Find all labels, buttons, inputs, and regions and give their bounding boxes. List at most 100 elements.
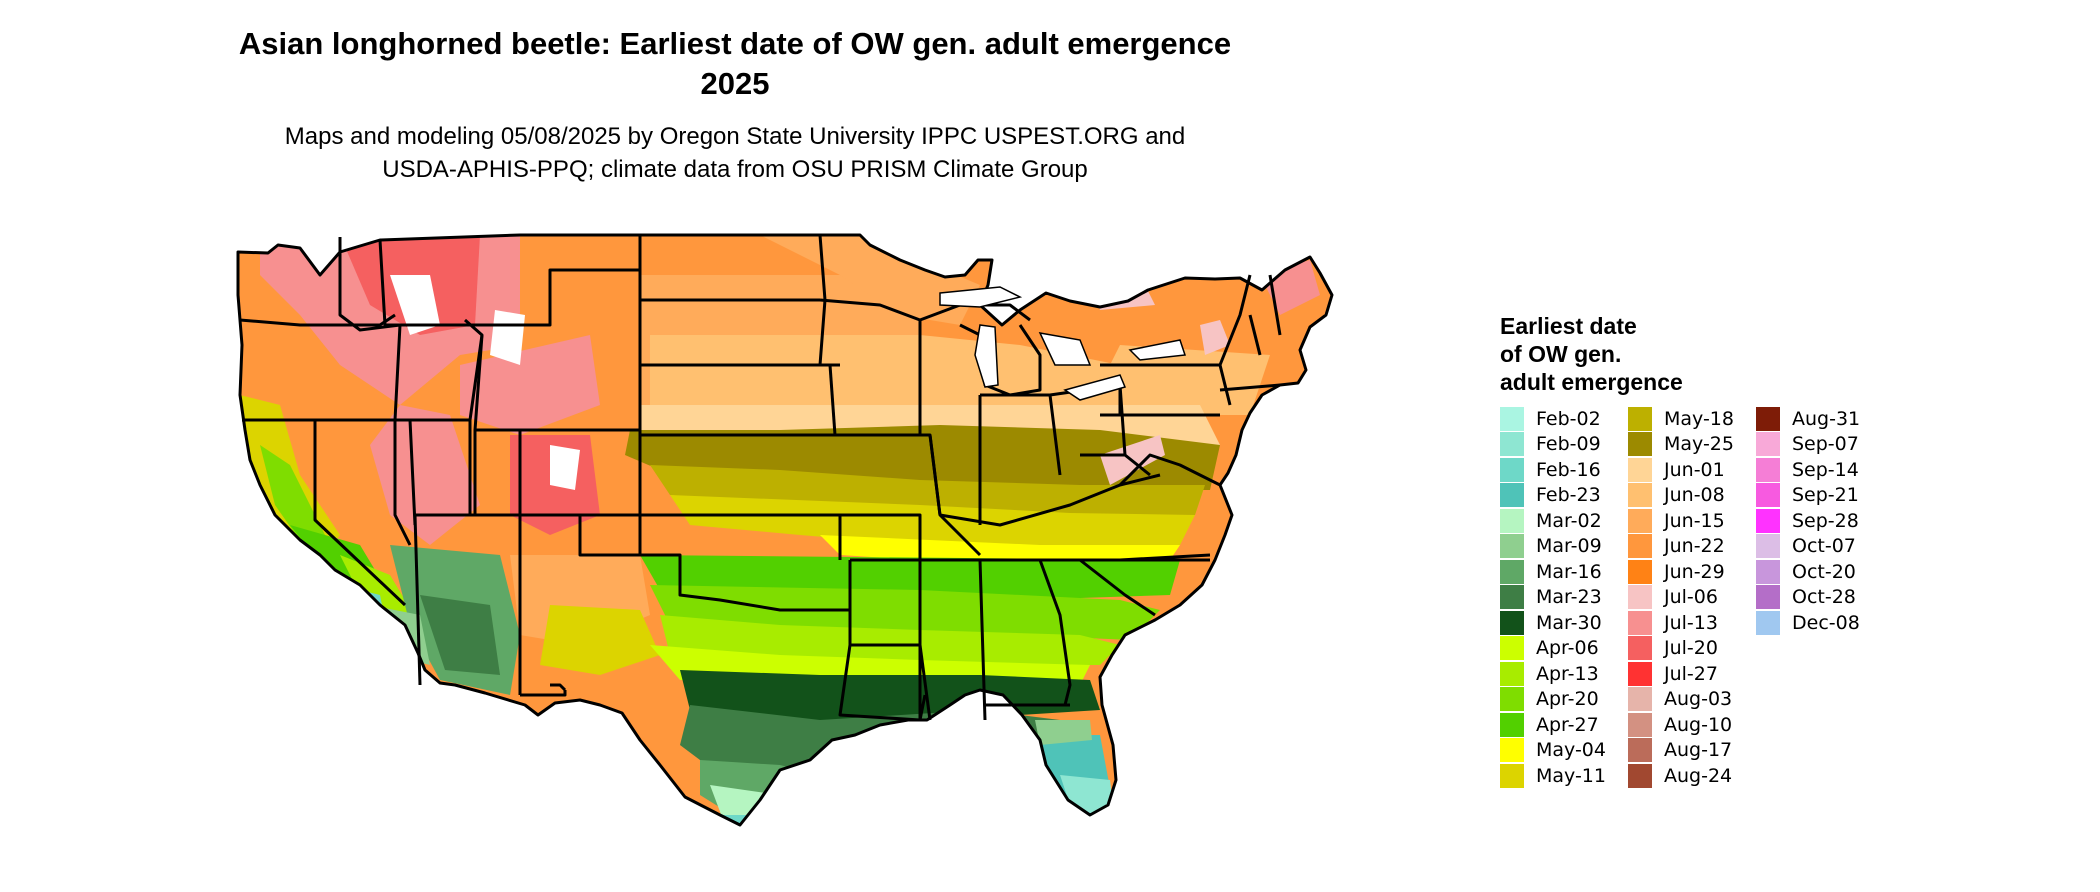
legend-label: Jun-22 (1664, 535, 1725, 558)
map-title-line-2: 2025 (700, 66, 770, 101)
legend-swatch (1628, 534, 1652, 559)
legend-title-line-3: adult emergence (1500, 369, 1683, 395)
legend-swatch (1756, 483, 1780, 508)
legend-label: Mar-16 (1536, 560, 1602, 583)
legend-label: Jun-29 (1664, 560, 1725, 583)
legend-item: May-11 (1500, 763, 1628, 789)
legend-label: Oct-07 (1792, 535, 1856, 558)
legend-label: Feb-09 (1536, 433, 1601, 456)
legend-swatch (1500, 585, 1524, 610)
legend-swatch (1500, 661, 1524, 686)
legend-item: Sep-14 (1756, 457, 1884, 483)
legend-columns: Feb-02 Feb-09 Feb-16 Feb-23 Mar-02 Mar-09 Mar-… (1500, 406, 1920, 789)
legend-item: Jul-13 (1628, 610, 1756, 636)
legend-item: Feb-02 (1500, 406, 1628, 432)
legend-swatch (1756, 406, 1780, 431)
legend-label: Aug-10 (1664, 713, 1733, 736)
legend-label: Apr-20 (1536, 688, 1599, 711)
title-block: Asian longhorned beetle: Earliest date o… (220, 24, 1250, 186)
legend-label: Apr-06 (1536, 637, 1599, 660)
legend-item: Aug-03 (1628, 687, 1756, 713)
legend-swatch (1500, 763, 1524, 788)
legend-swatch (1628, 636, 1652, 661)
legend-label: Mar-02 (1536, 509, 1602, 532)
legend-item: Jun-15 (1628, 508, 1756, 534)
legend-item: Oct-20 (1756, 559, 1884, 585)
legend-swatch (1628, 585, 1652, 610)
legend-item: Apr-06 (1500, 636, 1628, 662)
legend-label: Feb-23 (1536, 484, 1601, 507)
legend-label: Feb-02 (1536, 407, 1601, 430)
legend-label: Aug-31 (1792, 407, 1861, 430)
legend-label: May-18 (1664, 407, 1734, 430)
legend-label: May-04 (1536, 739, 1606, 762)
legend-label: Dec-08 (1792, 611, 1860, 634)
legend-label: Sep-28 (1792, 509, 1859, 532)
legend-swatch (1500, 534, 1524, 559)
legend-swatch (1500, 610, 1524, 635)
legend-item: May-25 (1628, 432, 1756, 458)
map-title: Asian longhorned beetle: Earliest date o… (220, 24, 1250, 104)
legend-item: May-04 (1500, 738, 1628, 764)
legend-label: Jun-01 (1664, 458, 1725, 481)
legend-swatch (1628, 406, 1652, 431)
legend-swatch (1756, 585, 1780, 610)
legend-item: Feb-16 (1500, 457, 1628, 483)
legend-label: Mar-09 (1536, 535, 1602, 558)
legend-swatch (1756, 559, 1780, 584)
legend-label: Jun-08 (1664, 484, 1725, 507)
legend-item: Aug-17 (1628, 738, 1756, 764)
legend-label: Jul-27 (1664, 662, 1718, 685)
map-subtitle-line-2: USDA-APHIS-PPQ; climate data from OSU PR… (382, 156, 1088, 183)
legend-swatch (1500, 508, 1524, 533)
legend-label: Mar-30 (1536, 611, 1602, 634)
legend-swatch (1756, 432, 1780, 457)
legend-label: Sep-21 (1792, 484, 1859, 507)
legend-label: Jun-15 (1664, 509, 1725, 532)
legend-label: Oct-28 (1792, 586, 1856, 609)
legend-title-line-2: of OW gen. (1500, 341, 1622, 367)
legend-swatch (1628, 610, 1652, 635)
legend-item: Jun-08 (1628, 483, 1756, 509)
legend-swatch (1628, 457, 1652, 482)
legend-item: Apr-20 (1500, 687, 1628, 713)
legend-item: Mar-30 (1500, 610, 1628, 636)
legend-swatch (1500, 483, 1524, 508)
legend-label: May-11 (1536, 764, 1606, 787)
emergence-raster (238, 235, 1332, 825)
legend-swatch (1628, 661, 1652, 686)
legend-item: Mar-09 (1500, 534, 1628, 560)
legend-item: Mar-16 (1500, 559, 1628, 585)
legend-title-line-1: Earliest date (1500, 313, 1637, 339)
us-map-svg (236, 233, 1334, 827)
legend-item: Oct-28 (1756, 585, 1884, 611)
legend-swatch (1500, 432, 1524, 457)
legend-label: Jul-13 (1664, 611, 1718, 634)
legend-item: Sep-07 (1756, 432, 1884, 458)
legend-item: May-18 (1628, 406, 1756, 432)
legend-swatch (1756, 534, 1780, 559)
legend-swatch (1500, 559, 1524, 584)
legend-item: Mar-23 (1500, 585, 1628, 611)
legend-label: Sep-07 (1792, 433, 1859, 456)
legend-item: Aug-10 (1628, 712, 1756, 738)
legend-item: Mar-02 (1500, 508, 1628, 534)
legend-column: Feb-02 Feb-09 Feb-16 Feb-23 Mar-02 Mar-09 Mar-… (1500, 406, 1628, 789)
legend-item: Sep-21 (1756, 483, 1884, 509)
legend-item: Apr-13 (1500, 661, 1628, 687)
legend-swatch (1500, 687, 1524, 712)
legend-swatch (1628, 738, 1652, 763)
legend-swatch (1628, 508, 1652, 533)
legend-swatch (1756, 610, 1780, 635)
legend: Earliest date of OW gen. adult emergence… (1500, 312, 1920, 789)
legend-item: Apr-27 (1500, 712, 1628, 738)
legend-label: May-25 (1664, 433, 1734, 456)
legend-swatch (1756, 457, 1780, 482)
legend-label: Jul-20 (1664, 637, 1718, 660)
great-lakes (939, 286, 1187, 401)
legend-label: Jul-06 (1664, 586, 1718, 609)
legend-item: Dec-08 (1756, 610, 1884, 636)
legend-item: Jun-01 (1628, 457, 1756, 483)
legend-swatch (1628, 432, 1652, 457)
